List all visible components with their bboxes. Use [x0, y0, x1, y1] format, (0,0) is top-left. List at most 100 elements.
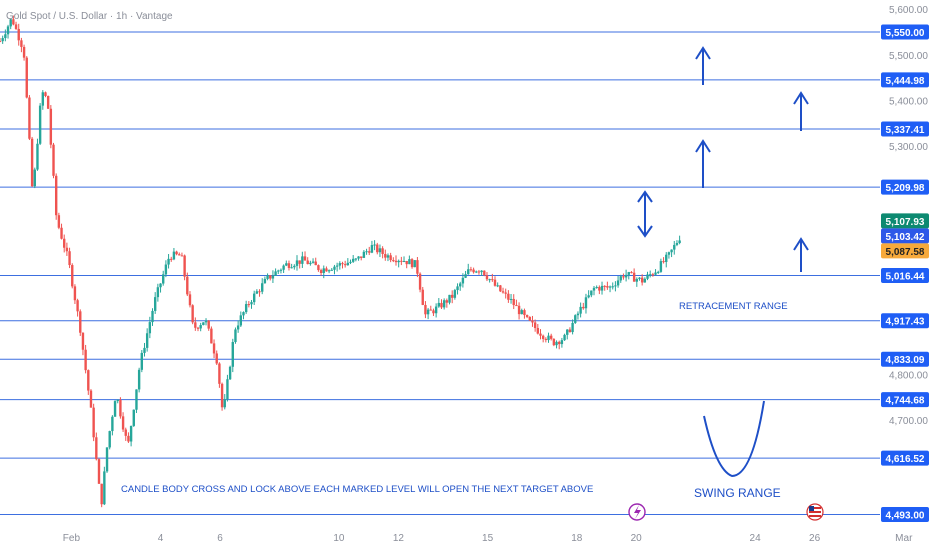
candle-body	[464, 274, 467, 278]
candle-body	[400, 260, 403, 262]
candle-body	[14, 24, 18, 29]
candle-body	[17, 28, 20, 41]
candle-body	[603, 285, 606, 287]
candle-body	[33, 169, 36, 187]
candle-body	[207, 320, 210, 329]
candle-body	[186, 276, 189, 295]
price-tag	[881, 268, 929, 284]
candle-body	[54, 175, 58, 216]
candle-body	[145, 333, 149, 348]
candle-body	[71, 265, 74, 287]
candle-body	[520, 310, 523, 315]
swing-range-curve	[703, 400, 765, 478]
candle-body	[277, 270, 280, 272]
candle-body	[0, 41, 2, 43]
candle-body	[266, 275, 269, 279]
candle-body	[549, 335, 553, 339]
price-tag-label: 4,744.68	[886, 396, 925, 407]
candle-body	[381, 248, 384, 254]
candle-body	[41, 92, 45, 106]
candle-body	[595, 287, 598, 289]
candle-body	[539, 333, 542, 336]
candle-body	[341, 263, 344, 265]
candle-body	[651, 274, 655, 276]
candle-body	[1, 38, 4, 42]
candle-body	[319, 270, 323, 273]
candle-body	[384, 253, 387, 258]
price-tag-label: 5,444.98	[886, 76, 925, 87]
candle-body	[584, 297, 588, 309]
candle-body	[488, 279, 491, 281]
candle-body	[437, 302, 441, 307]
candle-body	[515, 305, 518, 307]
candle-body	[6, 26, 10, 35]
candle-body	[212, 343, 216, 354]
candle-body	[442, 300, 446, 308]
candle-body	[349, 261, 352, 263]
candle-body	[309, 262, 312, 265]
candle-body	[151, 310, 154, 323]
candle-body	[365, 251, 368, 253]
chart-title: Gold Spot / U.S. Dollar · 1h · Vantage	[6, 11, 173, 22]
candle-body	[183, 255, 186, 277]
candle-body	[467, 269, 470, 275]
candle-body	[285, 263, 288, 266]
price-axis: 5,600.00 5,500.00 5,400.00 5,300.00 4,800.00…	[881, 5, 929, 522]
candle-body	[95, 437, 98, 460]
candle-body	[4, 34, 7, 39]
candle-body	[194, 322, 197, 328]
candle-body	[327, 270, 331, 272]
candle-body	[137, 369, 141, 390]
candle-body	[648, 274, 652, 276]
us-flag-icon[interactable]	[806, 503, 824, 521]
y-tick-label: 5,600.00	[889, 5, 928, 16]
candle-body	[346, 262, 350, 266]
candle-body	[63, 238, 66, 248]
candle-body	[373, 244, 376, 246]
price-tag-label: 5,087.58	[886, 247, 925, 258]
retracement-range-label: RETRACEMENT RANGE	[679, 301, 788, 312]
lightning-icon[interactable]	[628, 503, 646, 521]
candle-body	[630, 272, 633, 274]
candle-body	[236, 325, 240, 330]
candle-body	[459, 283, 462, 287]
candle-body	[512, 298, 515, 306]
candle-body	[343, 264, 347, 266]
candle-body	[295, 260, 299, 266]
price-tag-label: 4,493.00	[886, 511, 925, 522]
price-tag-bid	[881, 243, 929, 259]
candle-body	[81, 332, 85, 350]
candle-body	[60, 227, 63, 239]
candle-body	[196, 327, 200, 329]
candle-body	[416, 260, 419, 274]
candle-body	[421, 289, 424, 305]
candle-body	[140, 352, 144, 370]
price-tag-label: 4,917.43	[886, 317, 925, 328]
price-tag	[881, 121, 929, 137]
strategy-note: CANDLE BODY CROSS AND LOCK ABOVE EACH MA…	[121, 484, 593, 495]
candle-body	[587, 295, 590, 298]
candle-body	[445, 300, 449, 303]
level-lines	[0, 31, 880, 515]
price-tag	[881, 450, 929, 466]
candle-body	[574, 315, 577, 323]
candle-body	[632, 272, 636, 282]
candle-body	[92, 407, 95, 438]
candle-body	[592, 287, 596, 291]
candle-body	[544, 338, 548, 341]
candle-body	[244, 304, 248, 313]
candle-body	[333, 266, 336, 270]
candle-body	[132, 409, 135, 426]
candle-body	[116, 399, 119, 402]
candle-body	[89, 390, 93, 408]
x-tick-label: 26	[809, 533, 821, 544]
candle-body	[191, 305, 194, 323]
candle-body	[448, 294, 451, 303]
candle-body	[654, 272, 657, 275]
drawings	[637, 46, 809, 478]
candle-body	[360, 256, 363, 258]
y-tick-label: 4,800.00	[889, 370, 928, 381]
price-tag	[881, 179, 929, 195]
